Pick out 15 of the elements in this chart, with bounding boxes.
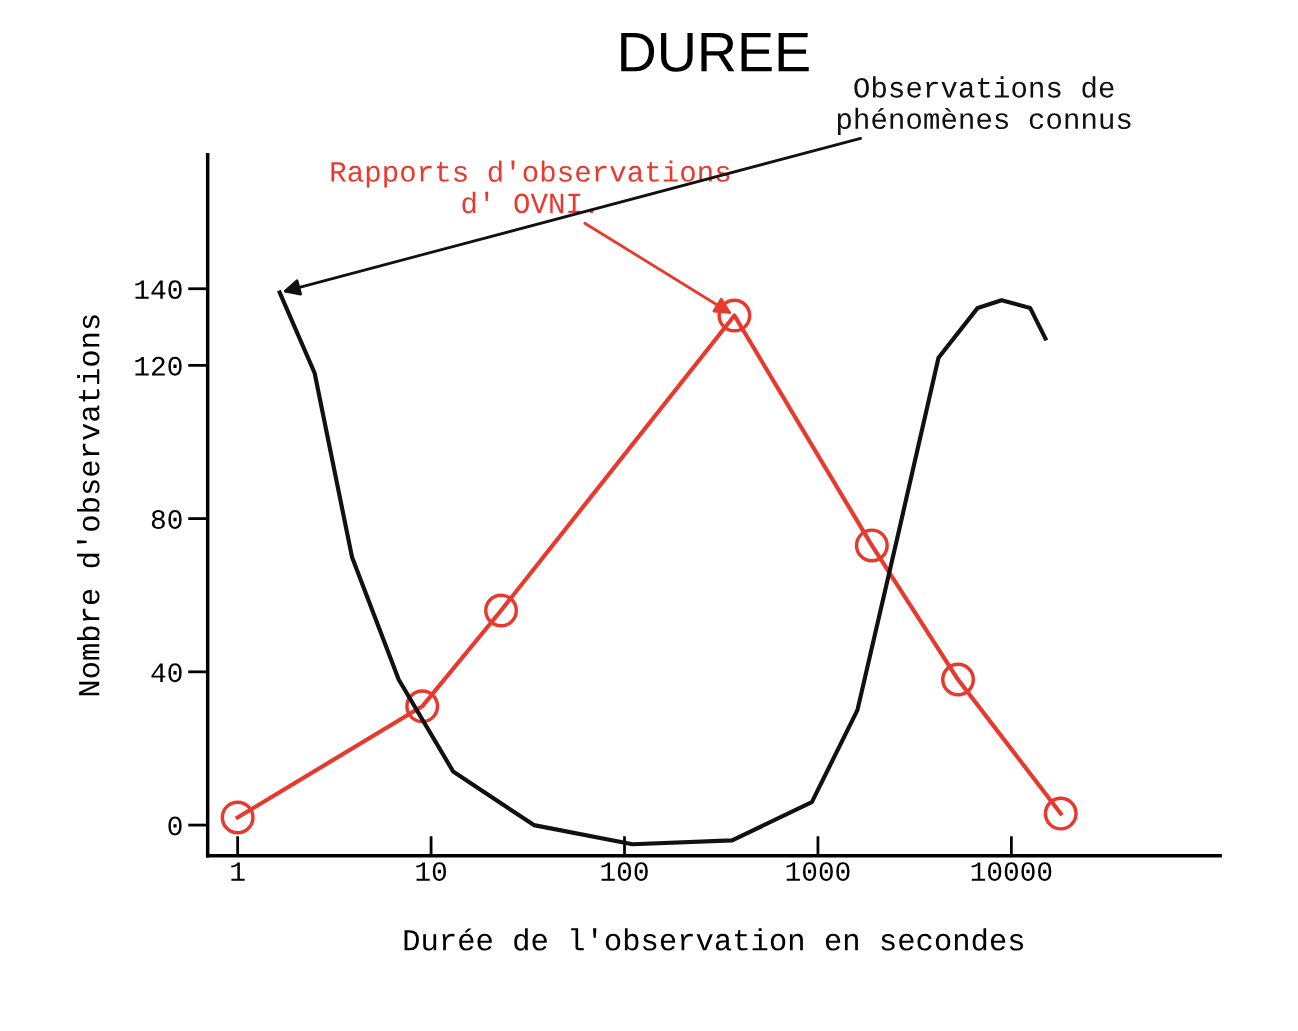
y-axis-title: Nombre d'observations	[77, 315, 100, 696]
x-tick-label: 1	[231, 862, 245, 881]
y-tick-label: 0	[168, 816, 182, 836]
chart-title: DUREE	[621, 33, 809, 72]
x-tick-label: 100	[601, 862, 648, 881]
x-tick-label: 10	[416, 862, 447, 881]
x-axis-title: Durée de l'observation en secondes	[404, 928, 1024, 951]
x-tick-label: 1000	[786, 862, 850, 881]
text: Observations de phénomènes connus	[837, 76, 1131, 135]
y-tick-label: 40	[151, 663, 182, 683]
y-tick-label: 120	[135, 356, 182, 376]
y-tick-label: 140	[135, 280, 182, 300]
text: Rapports d'observations d' OVNI.	[331, 160, 730, 214]
y-tick-label: 80	[151, 510, 182, 529]
x-tick-label: 10000	[971, 862, 1052, 881]
